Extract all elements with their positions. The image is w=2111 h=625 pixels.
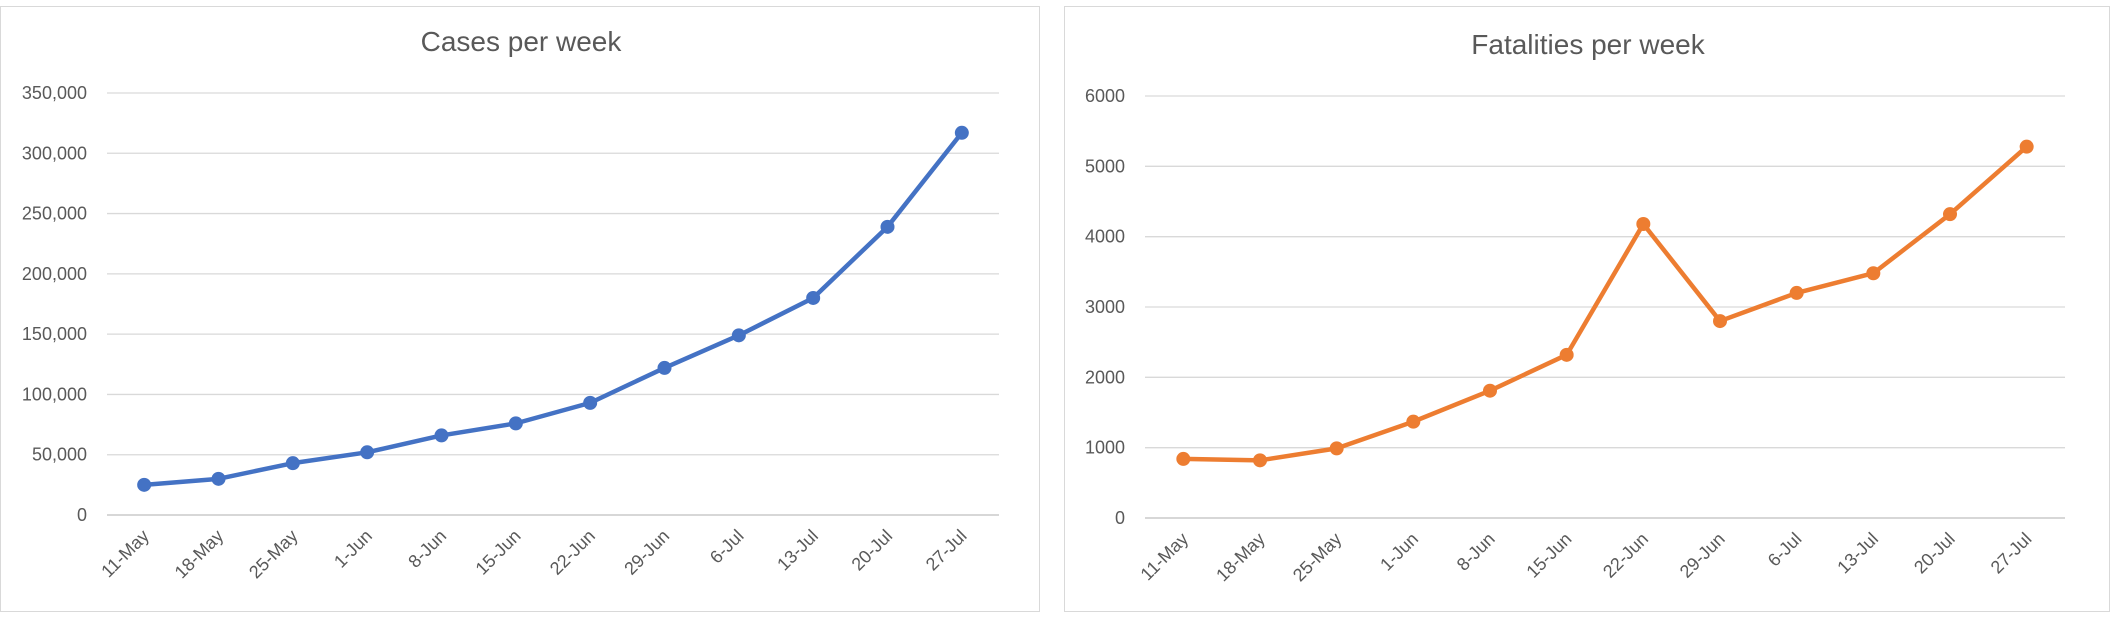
data-point-fatalities	[1943, 207, 1957, 222]
data-point-cases	[806, 290, 821, 305]
data-point-cases	[434, 428, 449, 443]
data-point-cases	[880, 219, 895, 234]
x-tick-label: 8-Jun	[1453, 529, 1499, 575]
data-point-cases	[137, 477, 152, 492]
x-tick-label: 25-May	[245, 526, 302, 583]
x-tick-label: 27-Jul	[1987, 529, 2036, 578]
data-point-fatalities	[1176, 451, 1191, 466]
data-point-cases	[508, 416, 523, 431]
data-point-cases	[285, 456, 300, 471]
data-point-fatalities	[1866, 266, 1881, 281]
x-tick-label: 1-Jun	[330, 526, 376, 572]
y-tick-label: 50,000	[32, 445, 87, 465]
y-tick-label: 150,000	[22, 324, 87, 344]
x-tick-label: 25-May	[1289, 529, 1346, 586]
x-tick-label: 29-Jun	[1676, 529, 1729, 582]
data-point-cases	[360, 445, 375, 460]
data-point-cases	[583, 395, 598, 410]
chart-title-fatalities: Fatalities per week	[1471, 29, 1705, 60]
data-point-fatalities	[1253, 453, 1267, 468]
x-tick-label: 18-May	[1212, 529, 1269, 586]
data-point-fatalities	[1713, 314, 1727, 329]
x-tick-label: 18-May	[171, 526, 228, 583]
y-tick-label: 250,000	[22, 204, 87, 224]
data-point-fatalities	[1559, 347, 1574, 362]
x-tick-label: 27-Jul	[922, 526, 971, 575]
x-tick-label: 6-Jul	[1764, 529, 1806, 571]
data-point-fatalities	[2019, 139, 2034, 154]
y-tick-label: 1000	[1085, 438, 1125, 458]
x-tick-label: 22-Jun	[1599, 529, 1652, 582]
data-point-fatalities	[1483, 383, 1497, 398]
y-tick-label: 6000	[1085, 86, 1125, 106]
y-tick-label: 0	[77, 505, 87, 525]
chart-title-cases: Cases per week	[421, 26, 623, 57]
x-tick-label: 15-Jun	[1522, 529, 1575, 582]
chart-panel-fatalities: Fatalities per week 0 1000 2000 3000 4000 5000…	[1064, 6, 2110, 612]
series-line-cases	[141, 130, 965, 488]
x-tick-label: 22-Jun	[546, 526, 599, 579]
data-point-cases	[657, 360, 672, 375]
y-tick-label: 350,000	[22, 83, 87, 103]
x-tick-label: 1-Jun	[1376, 529, 1422, 575]
x-tick-label: 6-Jul	[706, 526, 748, 568]
chart-fatalities: Fatalities per week 0 1000 2000 3000 4000 5000…	[1085, 29, 2065, 586]
y-tick-label: 4000	[1085, 227, 1125, 247]
x-tick-label: 20-Jul	[848, 526, 897, 575]
data-point-fatalities	[1406, 414, 1421, 429]
data-point-cases	[731, 328, 746, 343]
y-tick-label: 200,000	[22, 264, 87, 284]
x-tick-label: 29-Jun	[620, 526, 673, 579]
x-tick-label: 11-May	[1137, 529, 1193, 585]
chart-cases: Cases per week 0 50,000 100,000 150,000 200,0…	[22, 26, 999, 583]
data-point-cases	[211, 471, 226, 486]
x-tick-label: 11-May	[97, 526, 153, 582]
chart-panel-cases: Cases per week 0 50,000 100,000 150,000 200,0…	[0, 6, 1040, 612]
data-point-fatalities	[1636, 217, 1651, 232]
x-tick-label: 20-Jul	[1910, 529, 1959, 578]
y-tick-label: 300,000	[22, 143, 87, 163]
series-line-fatalities	[1181, 144, 2029, 463]
y-tick-label: 0	[1115, 508, 1125, 528]
y-tick-label: 100,000	[22, 384, 87, 404]
y-tick-label: 5000	[1085, 156, 1125, 176]
data-point-fatalities	[1329, 441, 1344, 456]
x-tick-label: 13-Jul	[773, 526, 822, 575]
x-tick-label: 13-Jul	[1833, 529, 1882, 578]
y-tick-label: 2000	[1085, 367, 1125, 387]
data-point-fatalities	[1789, 285, 1804, 300]
y-tick-label: 3000	[1085, 297, 1125, 317]
data-point-cases	[954, 125, 969, 140]
x-tick-label: 8-Jun	[404, 526, 450, 572]
x-tick-label: 15-Jun	[472, 526, 525, 579]
